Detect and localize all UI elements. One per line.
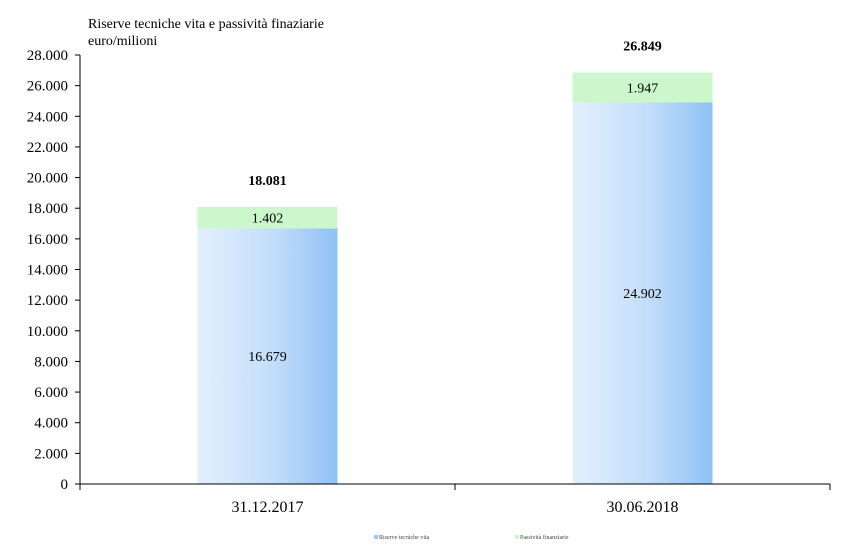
- bar-segment-riserve: [197, 228, 338, 484]
- bar-segment-passivita: [197, 206, 338, 229]
- y-tick-label: 24.000: [27, 109, 68, 125]
- bar-segment-riserve: [572, 102, 713, 484]
- bar-segment-passivita: [572, 72, 713, 103]
- x-axis: 31.12.2017 30.06.2018: [79, 483, 831, 516]
- y-tick-label: 2.000: [34, 446, 68, 462]
- total-label: 26.849: [623, 40, 662, 55]
- y-tick-label: 22.000: [27, 140, 68, 156]
- y-tick-label: 0: [61, 477, 69, 493]
- legend-swatch: [515, 535, 519, 539]
- x-tick-label: 30.06.2018: [607, 499, 679, 516]
- chart-title: Riserve tecniche vita e passività finazi…: [88, 17, 324, 32]
- y-tick-label: 18.000: [27, 201, 68, 217]
- y-tick-label: 6.000: [34, 385, 68, 401]
- y-tick-label: 16.000: [27, 232, 68, 248]
- legend-swatch: [374, 535, 378, 539]
- y-tick-label: 20.000: [27, 171, 68, 187]
- data-label: 24.902: [623, 287, 662, 302]
- data-label: 1.947: [627, 82, 659, 97]
- legend-label: Passività finanziarie: [520, 534, 569, 541]
- y-tick-label: 28.000: [27, 48, 68, 64]
- total-label: 18.081: [248, 174, 287, 189]
- y-tick-label: 8.000: [34, 354, 68, 370]
- y-tick-label: 26.000: [27, 79, 68, 95]
- y-tick-label: 12.000: [27, 293, 68, 309]
- data-label: 1.402: [252, 212, 284, 227]
- y-axis: 0 2.000 4.000 6.000 8.000 10.000 12.000 14.000 1…: [27, 48, 81, 493]
- x-tick-label: 31.12.2017: [232, 499, 304, 516]
- legend-label: Riserve tecniche vita: [379, 535, 430, 541]
- y-tick-label: 10.000: [27, 324, 68, 340]
- y-tick-label: 4.000: [34, 416, 68, 432]
- y-tick-label: 14.000: [27, 263, 68, 279]
- chart-subtitle: euro/milioni: [88, 34, 157, 49]
- legend: Riserve tecniche vita Passività finanziar…: [374, 534, 569, 541]
- data-label: 16.679: [248, 350, 287, 365]
- bars: 16.679 1.402 18.081 24.902 1.947 26.849: [197, 40, 713, 484]
